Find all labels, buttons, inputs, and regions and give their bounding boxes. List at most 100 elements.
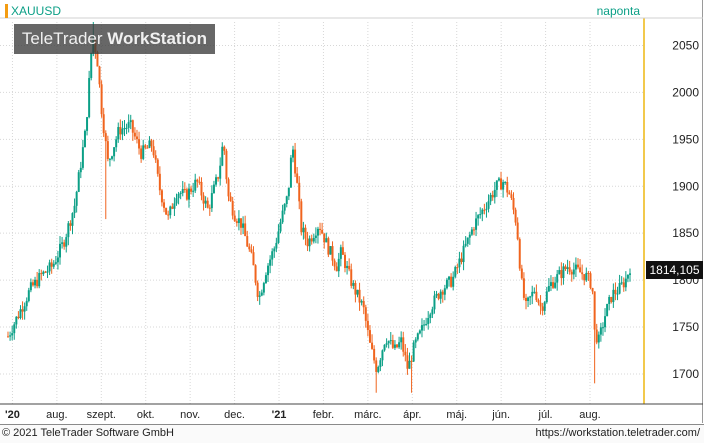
candle-up xyxy=(416,333,419,340)
candle-up xyxy=(271,251,274,260)
candle-up xyxy=(423,324,426,326)
candle-down xyxy=(354,283,357,295)
candle-down xyxy=(460,258,463,263)
candle-up xyxy=(585,272,588,281)
candle-down xyxy=(254,265,257,283)
candle-up xyxy=(316,228,319,236)
candle-down xyxy=(591,287,594,292)
candle-down xyxy=(294,149,297,174)
candle-down xyxy=(17,316,20,318)
candle-down xyxy=(306,238,309,247)
candle-up xyxy=(439,291,442,299)
candle-up xyxy=(262,283,265,293)
candle-down xyxy=(321,229,324,234)
candle-down xyxy=(610,296,613,303)
candle-up xyxy=(77,172,80,192)
candle-up xyxy=(360,301,363,303)
candle-up xyxy=(34,279,37,286)
candle-down xyxy=(371,342,374,349)
candle-down xyxy=(198,181,201,183)
candle-up xyxy=(59,243,62,258)
candle-up xyxy=(601,327,604,329)
candle-down xyxy=(225,150,228,180)
candle-down xyxy=(331,246,334,261)
candle-down xyxy=(437,293,440,299)
candle-down xyxy=(323,233,326,243)
candle-up xyxy=(281,210,284,223)
candle-down xyxy=(36,279,39,287)
candle-up xyxy=(489,194,492,202)
candle-up xyxy=(504,182,507,184)
candle-up xyxy=(574,264,577,270)
candle-up xyxy=(481,209,484,215)
candle-down xyxy=(335,266,338,272)
candle-up xyxy=(398,342,401,348)
candle-down xyxy=(160,190,163,203)
candle-up xyxy=(23,306,26,312)
candle-down xyxy=(200,181,203,196)
candle-up xyxy=(547,285,550,292)
candle-up xyxy=(125,127,128,129)
candle-up xyxy=(38,273,41,287)
candle-up xyxy=(67,223,70,238)
candle-down xyxy=(119,127,122,135)
candle-up xyxy=(212,184,215,194)
candle-down xyxy=(537,300,540,303)
candle-up xyxy=(429,314,432,318)
candle-up xyxy=(599,327,602,335)
candle-up xyxy=(425,323,428,325)
candle-up xyxy=(612,289,615,303)
candle-down xyxy=(217,177,220,179)
candle-down xyxy=(185,189,188,200)
candle-up xyxy=(129,120,132,123)
candle-up xyxy=(192,190,195,192)
candle-down xyxy=(396,344,399,348)
candle-up xyxy=(448,276,451,280)
website-link[interactable]: https://workstation.teletrader.com/ xyxy=(535,427,700,439)
candle-up xyxy=(181,188,184,194)
candle-down xyxy=(50,262,53,267)
candle-up xyxy=(356,289,359,295)
candle-down xyxy=(239,218,242,228)
x-tick-label: júl. xyxy=(538,409,553,421)
candle-up xyxy=(558,270,561,275)
candle-down xyxy=(576,264,579,268)
candle-down xyxy=(570,271,573,275)
x-tick-label: febr. xyxy=(313,409,334,421)
candle-down xyxy=(7,336,9,338)
candle-up xyxy=(273,248,276,252)
candle-up xyxy=(11,333,14,336)
candle-up xyxy=(608,296,611,304)
y-tick-label: 1900 xyxy=(672,179,699,193)
candle-up xyxy=(533,291,536,293)
candle-up xyxy=(81,147,84,168)
candle-up xyxy=(468,234,471,238)
candle-down xyxy=(244,223,247,237)
candle-up xyxy=(264,275,267,284)
x-tick-label: aug. xyxy=(46,409,67,421)
candle-up xyxy=(556,274,559,283)
candle-up xyxy=(86,117,89,131)
candle-down xyxy=(541,306,544,311)
candle-up xyxy=(497,178,500,181)
x-tick-label: szept. xyxy=(87,409,116,421)
candle-down xyxy=(163,202,166,208)
candle-down xyxy=(516,222,519,240)
candle-up xyxy=(616,293,619,295)
candle-up xyxy=(219,165,222,179)
candle-up xyxy=(527,297,530,302)
candle-up xyxy=(462,245,465,263)
candle-up xyxy=(466,237,469,244)
candle-down xyxy=(472,229,475,231)
interval-label[interactable]: naponta xyxy=(596,4,640,18)
candle-up xyxy=(210,193,213,209)
candle-down xyxy=(552,282,555,288)
candle-up xyxy=(529,296,532,298)
candle-up xyxy=(454,267,457,277)
candle-up xyxy=(29,282,32,291)
candle-up xyxy=(9,335,12,337)
candle-down xyxy=(202,195,205,204)
candle-up xyxy=(377,366,380,372)
candle-up xyxy=(385,343,388,345)
